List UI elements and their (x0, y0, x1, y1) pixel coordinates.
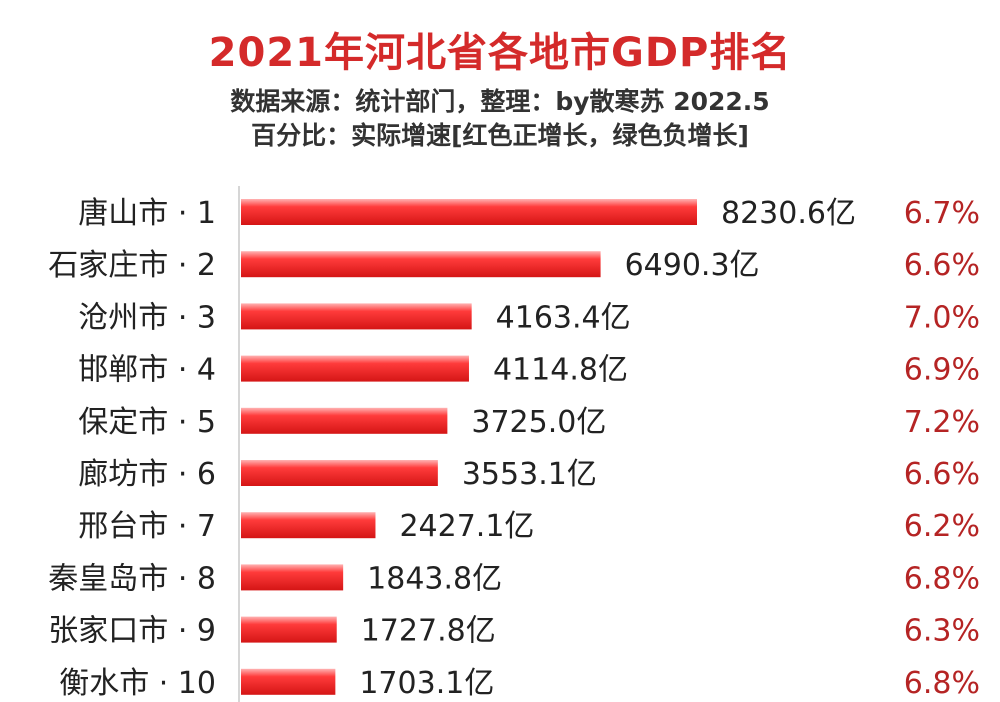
bar (241, 251, 601, 278)
bar (241, 616, 337, 643)
value-label: 4163.4亿 (496, 300, 631, 335)
value-label: 4114.8亿 (493, 353, 628, 388)
growth-rate-label: 7.0% (904, 300, 980, 335)
growth-rate-label: 6.8% (904, 561, 980, 596)
value-label: 1843.8亿 (367, 561, 502, 596)
value-label: 1727.8亿 (361, 614, 496, 649)
growth-rate-label: 6.7% (904, 196, 980, 231)
value-label: 1703.1亿 (359, 666, 494, 701)
category-label: 石家庄市 · 2 (48, 248, 216, 283)
bar (241, 564, 344, 591)
growth-rate-label: 6.2% (904, 509, 980, 544)
growth-rate-label: 7.2% (904, 405, 980, 440)
category-label: 唐山市 · 1 (78, 196, 216, 231)
category-label: 沧州市 · 3 (78, 300, 216, 335)
bar (241, 460, 438, 486)
bar (241, 407, 448, 434)
value-label: 3725.0亿 (471, 405, 606, 440)
growth-rate-label: 6.6% (904, 248, 980, 283)
category-label: 衡水市 · 10 (59, 666, 216, 701)
growth-rate-label: 6.3% (904, 614, 980, 649)
value-label: 8230.6亿 (721, 196, 856, 231)
category-label: 秦皇岛市 · 8 (48, 561, 216, 596)
value-label: 6490.3亿 (625, 248, 760, 283)
bar (241, 303, 472, 330)
bar (241, 199, 697, 225)
growth-rate-label: 6.9% (904, 353, 980, 388)
chart-title: 2021年河北省各地市GDP排名 (208, 30, 792, 76)
category-label: 邯郸市 · 4 (78, 353, 216, 388)
growth-rate-label: 6.8% (904, 666, 980, 701)
category-label: 保定市 · 5 (78, 405, 216, 440)
bar (241, 668, 336, 695)
growth-rate-label: 6.6% (904, 457, 980, 492)
bar (241, 355, 469, 382)
category-label: 邢台市 · 7 (78, 509, 216, 544)
value-label: 3553.1亿 (462, 457, 597, 492)
category-label: 廊坊市 · 6 (78, 457, 216, 492)
bar (241, 512, 376, 539)
category-label: 张家口市 · 9 (48, 614, 216, 649)
source-note: 数据来源：统计部门，整理：by散寒苏 2022.5 (230, 87, 770, 116)
growth-legend-note: 百分比：实际增速[红色正增长，绿色负增长] (251, 121, 749, 150)
value-label: 2427.1亿 (399, 509, 534, 544)
